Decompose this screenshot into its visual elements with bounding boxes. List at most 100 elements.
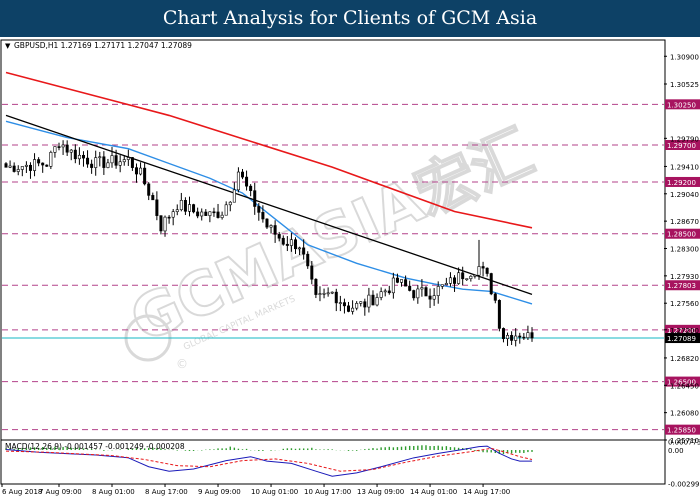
candle-body [363,301,367,308]
candle-body [387,290,391,294]
candle-body [428,295,432,300]
price-axis: 1.30900 1.30525 1.29790 1.29410 1.29040 1.286… [664,53,699,445]
candle-body [371,294,375,306]
watermark-logo-symbol: © [176,357,188,371]
gcm-asia-watermark: GCMASIA宏汇 GLOBAL CAPITAL MARKETS © [120,116,545,371]
level-tag [665,99,700,110]
candle-body [143,167,147,185]
candle-body [269,225,273,228]
candle-body [481,266,485,269]
price-tick-label: 1.30900 [670,53,699,61]
candle-body [391,277,395,294]
candle-body [375,297,379,306]
time-tick-label: 8 Aug 17:00 [145,488,188,496]
macd-tick-label: -0.002998 [668,480,700,488]
chart-dropdown-arrow[interactable]: ▼ [5,42,11,50]
candle-body [126,157,130,160]
macd-signal-line [5,447,533,472]
candle-body [106,162,110,168]
candle-body [302,247,306,255]
level-tag-label: 1.29700 [667,142,696,150]
time-tick-label: 10 Aug 17:00 [304,488,351,496]
candle-body [404,279,408,287]
candle-body [134,167,138,175]
candle-body [379,291,383,298]
level-tag-label: 1.27803 [667,282,696,290]
candle-body [167,216,171,219]
candlestick-series [4,140,534,347]
candle-body [518,335,522,338]
candle-body [294,239,298,250]
trading-chart: GCMASIA宏汇 GLOBAL CAPITAL MARKETS © 1.302… [0,39,700,496]
chart-frame [0,39,666,485]
candle-body [412,290,416,299]
candle-body [240,171,244,178]
candle-body [416,288,420,299]
candle-body [424,287,428,297]
candle-body [12,165,16,172]
candle-body [232,189,236,203]
candle-body [114,155,118,166]
level-tag [665,139,700,150]
candle-body [400,279,404,283]
candle-body [277,234,281,239]
ma-fast-line [5,120,533,305]
watermark-brand-text: GCMASIA宏汇 [121,117,544,356]
candle-body [118,161,122,166]
candle-body [41,162,45,166]
candle-body [81,154,85,159]
candle-body [33,159,37,171]
candle-body [8,165,12,168]
candle-body [306,253,310,267]
candle-body [102,156,106,168]
level-tag-label: 1.25850 [667,427,696,435]
candle-body [506,335,510,339]
candle-body [212,211,216,214]
level-tag [665,280,700,291]
candle-body [440,284,444,287]
candle-body [265,218,269,228]
macd-header: MACD(12,26,9) -0.001457 -0.001249 -0.000… [5,442,185,451]
level-tag-label: 1.30250 [667,101,696,109]
candle-body [37,159,41,164]
candle-body [163,216,167,232]
candle-body [245,176,249,187]
candle-body [151,195,155,201]
candle-body [510,335,514,341]
price-tick-label: 1.28670 [670,218,699,226]
candle-body [432,295,436,300]
candle-body [310,265,314,280]
candle-body [253,190,257,207]
price-tick-label: 1.26450 [670,382,699,390]
candle-body [228,201,232,206]
candle-body [24,164,28,167]
level-tag-label: 1.28500 [667,231,696,239]
candle-body [383,290,387,293]
candle-body [73,149,77,160]
candle-body [122,159,126,163]
candle-body [261,212,265,220]
price-tick-label: 1.29410 [670,163,699,171]
candle-body [497,300,501,329]
candle-body [273,225,277,235]
candle-body [94,157,98,168]
moving-average-lines [5,71,533,305]
level-tag [665,176,700,187]
candle-body [318,293,322,295]
candle-body [420,287,424,290]
candle-body [465,278,469,280]
level-tag-label: 1.26500 [667,379,696,387]
candle-body [469,275,473,279]
price-tick-label: 1.28300 [670,246,699,254]
candle-body [322,292,326,295]
candle-body [367,294,371,308]
candle-body [216,211,220,218]
price-tick-label: 1.29790 [670,135,699,143]
candle-body [453,277,457,284]
trendline [5,114,533,295]
price-tick-label: 1.27930 [670,273,699,281]
candle-body [330,291,334,294]
time-tick-label: 8 Aug 01:00 [92,488,135,496]
candle-body [477,266,481,276]
